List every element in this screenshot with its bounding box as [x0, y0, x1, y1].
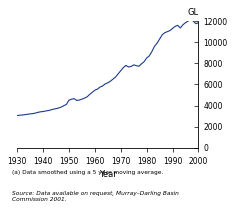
Text: GL: GL [187, 8, 198, 17]
Text: Source: Data available on request, Murray–Darling Basin
Commission 2001.: Source: Data available on request, Murra… [12, 191, 179, 202]
Text: (a) Data smoothed using a 5 year moving average.: (a) Data smoothed using a 5 year moving … [12, 170, 164, 175]
X-axis label: Year: Year [99, 170, 117, 179]
